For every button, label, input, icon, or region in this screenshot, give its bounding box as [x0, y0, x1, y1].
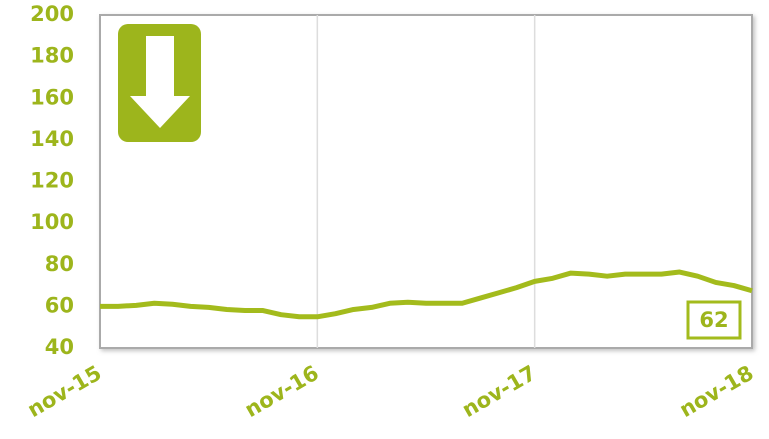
- x-tick-label: nov-15: [23, 361, 105, 422]
- line: [100, 269, 753, 320]
- down-arrow-icon: [118, 24, 201, 142]
- x-tick-label: nov-17: [458, 361, 540, 422]
- y-tick-label: 140: [30, 127, 74, 151]
- y-tick-label: 180: [30, 44, 74, 68]
- y-tick-label: 160: [30, 85, 74, 109]
- x-tick-label: nov-18: [675, 361, 757, 422]
- y-tick-label: 200: [30, 2, 74, 26]
- y-tick-label: 60: [45, 293, 74, 317]
- value-box: [686, 300, 742, 340]
- x-tick-label: nov-16: [241, 361, 323, 422]
- plot-area: [99, 14, 753, 349]
- y-tick-label: 40: [45, 335, 74, 359]
- y-tick-label: 100: [30, 210, 74, 234]
- value-annotation: 62: [699, 308, 728, 332]
- y-tick-label: 120: [30, 169, 74, 193]
- y-tick-label: 80: [45, 252, 74, 276]
